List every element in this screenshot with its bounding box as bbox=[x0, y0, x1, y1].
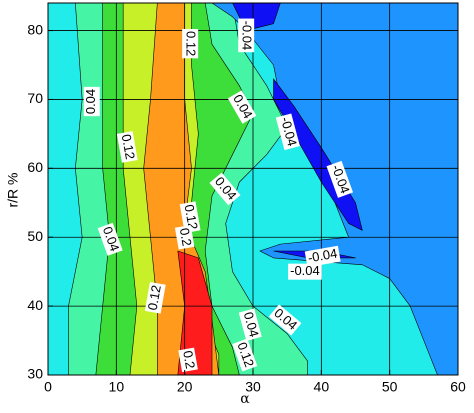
contour-label: -0.04 bbox=[288, 263, 322, 280]
y-tick-label: 70 bbox=[27, 90, 43, 106]
y-tick-label: 50 bbox=[27, 228, 43, 244]
contour-label-box bbox=[209, 172, 241, 206]
contour-label-text: 0.12 bbox=[145, 284, 164, 312]
contour-label-text: 0.12 bbox=[119, 133, 138, 161]
contour-label-box bbox=[268, 304, 302, 336]
x-tick-label: 30 bbox=[245, 379, 261, 395]
contour-label-text: 0.2 bbox=[177, 227, 195, 247]
contour-label: -0.04 bbox=[304, 245, 341, 268]
x-tick-label: 40 bbox=[314, 379, 330, 395]
y-tick-label: 80 bbox=[27, 21, 43, 37]
y-axis-label: r/R % bbox=[5, 173, 21, 208]
x-tick-label: 0 bbox=[44, 379, 52, 395]
y-tick-label: 60 bbox=[27, 159, 43, 175]
contour-label-box bbox=[116, 131, 138, 163]
contour-label-text: 0.04 bbox=[83, 89, 98, 114]
contour-label-box bbox=[179, 201, 201, 234]
contour-label-box bbox=[275, 113, 300, 151]
contour-label: -0.04 bbox=[275, 113, 300, 151]
y-tick-label: 40 bbox=[27, 297, 43, 313]
contour-label: 0.04 bbox=[83, 86, 100, 117]
axes: 0 10 20 30 40 50 60 30 40 50 60 70 80 bbox=[27, 2, 466, 395]
contour-label: 0.12 bbox=[232, 338, 258, 372]
contour-label-box bbox=[232, 338, 258, 372]
contour-label-box bbox=[326, 160, 354, 198]
x-tick-label: 50 bbox=[382, 379, 398, 395]
contour-label-box bbox=[238, 308, 262, 341]
contour-label: 0.12 bbox=[182, 28, 199, 59]
contour-label-text: -0.04 bbox=[240, 21, 255, 51]
contour-label-text: 0.2 bbox=[180, 349, 198, 369]
contour-label-text: 0.04 bbox=[241, 310, 262, 338]
contour-label-text: -0.04 bbox=[307, 246, 339, 266]
contour-label: 0.2 bbox=[178, 347, 198, 373]
contour-label: 0.12 bbox=[116, 131, 138, 163]
contour-label-box bbox=[304, 245, 341, 268]
contour-label-box bbox=[238, 18, 255, 53]
contour-label-box bbox=[144, 282, 166, 314]
contour-label-box bbox=[178, 347, 198, 373]
contour-label: 0.12 bbox=[144, 282, 166, 314]
contour-label: 0.2 bbox=[174, 224, 195, 250]
contour-label: -0.04 bbox=[238, 18, 255, 53]
x-tick-label: 60 bbox=[450, 379, 466, 395]
y-tick-label: 30 bbox=[27, 366, 43, 382]
contour-label-box bbox=[83, 86, 100, 117]
contour-label-box bbox=[288, 263, 322, 280]
contour-label-text: -0.04 bbox=[278, 115, 300, 148]
contour-label: 0.12 bbox=[179, 201, 201, 234]
contour-label-box bbox=[182, 28, 199, 59]
contour-label-box bbox=[97, 222, 123, 256]
x-axis-label: α bbox=[240, 391, 250, 407]
contour-label-text: 0.12 bbox=[184, 31, 199, 56]
contour-label: 0.04 bbox=[238, 308, 262, 341]
x-tick-label: 20 bbox=[177, 379, 193, 395]
contour-label: 0.04 bbox=[97, 222, 123, 256]
contour-label-box bbox=[174, 224, 195, 250]
contour-label-text: -0.04 bbox=[290, 263, 320, 278]
x-tick-label: 10 bbox=[109, 379, 125, 395]
contour-label-text: 0.12 bbox=[182, 203, 201, 231]
plot-area: -0.040.040.120.04-0.04-0.040.120.040.120… bbox=[48, 3, 458, 375]
contour-label-box bbox=[227, 90, 257, 124]
